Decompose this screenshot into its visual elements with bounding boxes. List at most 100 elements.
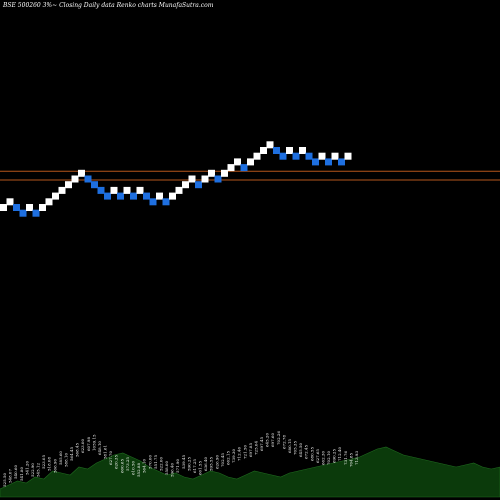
volume-label: 523.05 [41, 455, 46, 469]
volume-label: 739.30 [231, 449, 236, 463]
down-brick [214, 175, 222, 183]
volume-label: 725.04 [253, 441, 258, 455]
down-brick [19, 209, 27, 217]
volume-label: 522.00 [158, 457, 163, 471]
volume-label: 564.10 [142, 459, 147, 473]
volume-label: 617.25 [192, 459, 197, 473]
volume-label: 636.40 [203, 457, 208, 471]
volume-label: 548.07 [8, 469, 13, 483]
volume-label: 627.70 [108, 451, 113, 465]
down-brick [292, 152, 300, 160]
up-brick [318, 152, 326, 160]
volume-label: 506.90 [52, 459, 57, 473]
volume-label: 697.85 [248, 443, 253, 457]
up-brick [156, 192, 163, 200]
volume-label: 704.85 [348, 453, 353, 467]
volume-label: 705.35 [293, 441, 298, 455]
volume-label: 564.45 [69, 447, 74, 461]
up-brick [188, 175, 196, 183]
volume-label: 620.35 [114, 455, 119, 469]
up-brick [286, 147, 293, 154]
volume-label: 610.50 [131, 461, 136, 475]
down-brick [273, 147, 280, 154]
volume-label: 690.25 [332, 449, 337, 463]
up-brick [71, 175, 79, 183]
volume-label: 581.61 [103, 445, 108, 459]
volume-area [0, 446, 500, 498]
up-brick [39, 204, 46, 211]
volume-label: 596.40 [170, 463, 175, 477]
up-brick [299, 147, 306, 154]
up-brick [123, 186, 131, 194]
volume-label: 601.55 [198, 461, 203, 475]
volume-label: 573.25 [125, 457, 130, 471]
volume-label: 623.00 [80, 439, 85, 453]
volume-label: 712.46 [237, 447, 242, 461]
volume-label: 552.88 [136, 463, 141, 477]
down-brick [32, 209, 40, 217]
down-brick [84, 175, 92, 183]
volume-label: 680.15 [287, 439, 292, 453]
volume-label: 721.50 [242, 445, 247, 459]
up-brick [201, 175, 209, 183]
up-brick [26, 204, 33, 211]
volume-label: 713.93 [354, 451, 359, 465]
up-brick [227, 164, 235, 172]
chart-title: BSE 500260 3%~ Closing Daily data Renko … [2, 2, 214, 9]
up-brick [175, 186, 183, 194]
up-brick [331, 152, 339, 160]
up-brick [0, 204, 7, 211]
down-brick [149, 198, 157, 206]
volume-label: 525.50 [2, 473, 7, 487]
volume-label: 607.98 [86, 437, 91, 451]
down-brick [117, 192, 124, 200]
up-brick [6, 198, 14, 206]
volume-label: 680.55 [309, 447, 314, 461]
volume-label: 558.00 [164, 461, 169, 475]
up-brick [247, 158, 254, 166]
volume-label: 648.10 [97, 441, 102, 455]
volume-labels: 525.50 548.07 540.60 541.80 541.20 522.90 545.… [2, 431, 359, 487]
volume-label: 702.26 [276, 431, 281, 445]
volume-label: 672.45 [304, 445, 309, 459]
volume-label: 539.45 [181, 455, 186, 469]
volume-label: 712.40 [337, 447, 342, 461]
down-brick [143, 192, 150, 200]
down-brick [130, 192, 137, 200]
volume-label: 585.60 [58, 451, 63, 465]
volume-label: 545.12 [36, 463, 41, 477]
volume-label: 518.08 [47, 457, 52, 471]
up-brick [52, 192, 59, 200]
volume-label: 702.10 [326, 451, 331, 465]
volume-label: 702.45 [220, 453, 225, 467]
down-brick [162, 198, 170, 206]
volume-label: 590.25 [186, 457, 191, 471]
up-brick [344, 152, 352, 160]
volume-label: 662.15 [225, 451, 230, 465]
volume-label: 1059.15 [91, 434, 96, 451]
up-brick [65, 181, 72, 189]
down-brick [325, 158, 332, 166]
up-brick [221, 169, 228, 177]
volume-label: 645.50 [298, 443, 303, 457]
volume-label: 541.80 [19, 467, 24, 481]
volume-label: 540.60 [13, 465, 18, 479]
volume-label: 571.90 [175, 459, 180, 473]
up-brick [266, 141, 274, 149]
up-brick [110, 186, 118, 194]
volume-label: 672.78 [281, 435, 286, 449]
volume-label: 522.90 [30, 463, 35, 477]
up-brick [136, 186, 144, 194]
up-brick [58, 186, 66, 194]
up-brick [208, 169, 215, 177]
volume-label: 600.65 [119, 459, 124, 473]
volume-label: 697.60 [270, 433, 275, 447]
up-brick [182, 181, 189, 189]
volume-label: 662.30 [320, 451, 325, 465]
up-brick [234, 158, 241, 166]
down-brick [312, 158, 319, 166]
volume-label: 570.00 [147, 455, 152, 469]
up-brick [45, 198, 53, 206]
up-brick [78, 169, 85, 177]
volume-label: 588.10 [63, 453, 68, 467]
